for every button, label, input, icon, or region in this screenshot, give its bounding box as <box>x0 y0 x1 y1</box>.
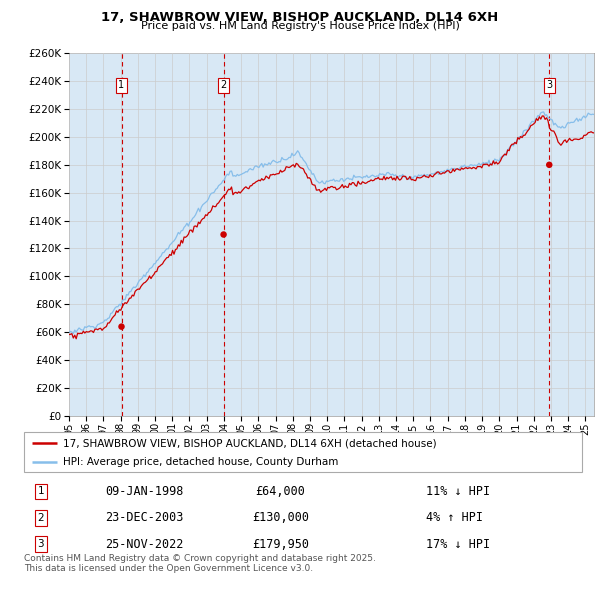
Text: 25-NOV-2022: 25-NOV-2022 <box>105 537 183 550</box>
Text: 2: 2 <box>37 513 44 523</box>
Text: 1: 1 <box>118 80 125 90</box>
Text: £64,000: £64,000 <box>256 485 305 498</box>
Text: £130,000: £130,000 <box>252 511 309 525</box>
Text: 1: 1 <box>37 486 44 496</box>
Text: £179,950: £179,950 <box>252 537 309 550</box>
Text: 17% ↓ HPI: 17% ↓ HPI <box>426 537 490 550</box>
Point <box>544 160 554 169</box>
Text: 3: 3 <box>546 80 553 90</box>
Text: Price paid vs. HM Land Registry's House Price Index (HPI): Price paid vs. HM Land Registry's House … <box>140 21 460 31</box>
Text: 23-DEC-2003: 23-DEC-2003 <box>105 511 183 525</box>
FancyBboxPatch shape <box>24 432 582 472</box>
Text: 11% ↓ HPI: 11% ↓ HPI <box>426 485 490 498</box>
Text: Contains HM Land Registry data © Crown copyright and database right 2025.
This d: Contains HM Land Registry data © Crown c… <box>24 554 376 573</box>
Text: 17, SHAWBROW VIEW, BISHOP AUCKLAND, DL14 6XH (detached house): 17, SHAWBROW VIEW, BISHOP AUCKLAND, DL14… <box>63 438 437 448</box>
Text: 4% ↑ HPI: 4% ↑ HPI <box>426 511 483 525</box>
Point <box>116 322 127 332</box>
Text: 17, SHAWBROW VIEW, BISHOP AUCKLAND, DL14 6XH: 17, SHAWBROW VIEW, BISHOP AUCKLAND, DL14… <box>101 11 499 24</box>
Text: 2: 2 <box>220 80 227 90</box>
Point <box>219 230 229 240</box>
Text: 09-JAN-1998: 09-JAN-1998 <box>105 485 183 498</box>
Text: 3: 3 <box>37 539 44 549</box>
Text: HPI: Average price, detached house, County Durham: HPI: Average price, detached house, Coun… <box>63 457 338 467</box>
Bar <box>69 53 594 416</box>
